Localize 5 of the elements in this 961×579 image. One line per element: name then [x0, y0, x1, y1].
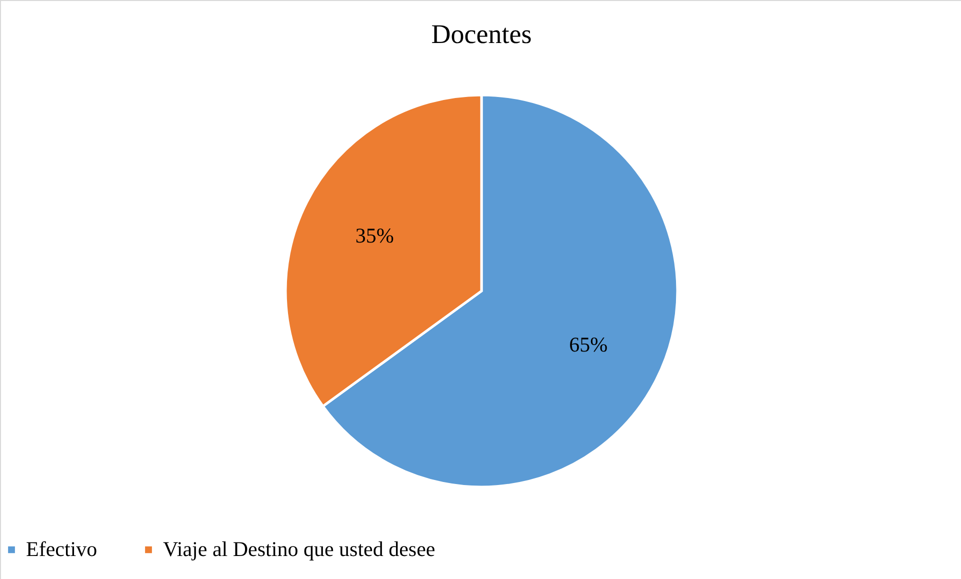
data-label: 65%	[569, 332, 608, 356]
chart-title: Docentes	[431, 19, 532, 49]
data-label: 35%	[355, 224, 394, 248]
legend-label: Efectivo	[26, 536, 98, 561]
legend-label: Viaje al Destino que usted desee	[163, 536, 436, 561]
